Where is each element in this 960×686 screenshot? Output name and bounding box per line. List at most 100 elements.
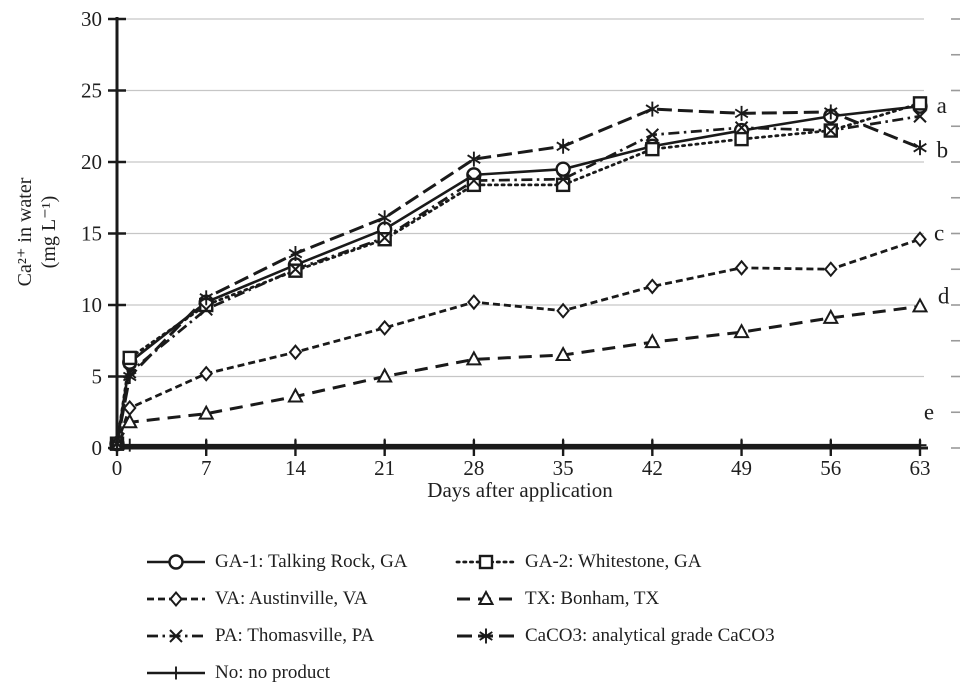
- legend-column-1: GA-1: Talking Rock, GA VA: Austinville, V…: [145, 543, 408, 686]
- marker-asterisk-caco3: [734, 105, 749, 121]
- marker-plus-no-legend: [169, 666, 183, 679]
- y-axis-title-line1: Ca²⁺ in water: [14, 177, 36, 287]
- marker-plus-no: [378, 438, 392, 452]
- marker-triangle-tx: [287, 387, 304, 403]
- series-line-ga1: [115, 104, 921, 444]
- x-tick-label-0: 0: [112, 456, 123, 480]
- marker-circle-ga1-legend: [168, 553, 184, 570]
- x-axis-title: Days after application: [427, 478, 613, 502]
- marker-plus-no: [123, 438, 137, 452]
- marker-plus-no: [288, 438, 302, 452]
- legend-item-tx: TX: Bonham, TX: [455, 580, 775, 617]
- marker-asterisk-caco3: [288, 246, 303, 262]
- marker-asterisk-caco3: [556, 138, 570, 154]
- marker-triangle-tx: [911, 297, 929, 313]
- legend-item-va: VA: Austinville, VA: [145, 580, 408, 617]
- marker-asterisk-caco3: [377, 210, 392, 226]
- marker-triangle-tx: [733, 323, 750, 339]
- marker-triangle-tx: [822, 308, 839, 324]
- marker-square-ga2: [466, 177, 482, 193]
- x-tick-label-35: 35: [553, 456, 574, 480]
- annotation-letter-a: a: [937, 93, 947, 118]
- marker-plus-no: [110, 438, 124, 452]
- legend-sample-va: [147, 590, 205, 607]
- x-tick-label-28: 28: [463, 456, 484, 480]
- annotation-letter-e: e: [924, 399, 934, 424]
- marker-x-pa-legend: [169, 628, 183, 643]
- legend-sample-ga2: [455, 554, 517, 569]
- marker-triangle-tx: [554, 345, 572, 362]
- series-line-va: [115, 237, 921, 445]
- marker-square-ga2-legend: [478, 554, 494, 569]
- legend-item-pa: PA: Thomasville, PA: [145, 617, 408, 654]
- legend-label-va: VA: Austinville, VA: [215, 587, 368, 609]
- marker-square-ga2: [912, 96, 928, 111]
- x-tick-label-14: 14: [285, 456, 307, 480]
- y-tick-label-30: 30: [81, 7, 102, 31]
- marker-asterisk-caco3: [122, 369, 137, 384]
- marker-plus-no: [467, 438, 481, 452]
- marker-diamond-va: [734, 259, 749, 276]
- x-tick-label-7: 7: [201, 456, 212, 480]
- marker-asterisk-caco3: [823, 104, 838, 120]
- marker-asterisk-caco3: [913, 140, 927, 156]
- y-tick-label-15: 15: [81, 222, 102, 246]
- y-tick-label-5: 5: [92, 365, 103, 389]
- legend-label-ga2: GA-2: Whitestone, GA: [525, 550, 702, 572]
- marker-square-ga2: [555, 177, 571, 193]
- annotation-letter-b: b: [937, 138, 949, 163]
- legend-sample-pa: [147, 628, 205, 643]
- y-tick-label-0: 0: [92, 436, 103, 460]
- legend-label-pa: PA: Thomasville, PA: [215, 624, 375, 646]
- marker-diamond-va: [288, 344, 303, 361]
- marker-x-pa: [734, 120, 749, 135]
- marker-square-ga2: [288, 263, 303, 278]
- legend-item-caco3: CaCO3: analytical grade CaCO3: [455, 617, 775, 654]
- marker-diamond-va: [377, 319, 392, 336]
- series-line-tx: [115, 304, 921, 445]
- x-tick-label-49: 49: [731, 456, 752, 480]
- legend-sample-ga1: [147, 553, 205, 570]
- y-tick-label-10: 10: [81, 293, 102, 317]
- marker-diamond-va: [645, 278, 660, 295]
- legend-sample-tx: [457, 589, 515, 605]
- marker-triangle-tx: [644, 333, 661, 349]
- marker-diamond-va: [199, 365, 214, 382]
- marker-plus-no: [556, 438, 570, 452]
- chart-canvas: 0 5 10 15 20 25 30 0 7 14 21 28 35 42 49 56 63 ab c d e: [81, 7, 960, 480]
- marker-triangle-tx-legend: [477, 589, 495, 605]
- marker-diamond-va: [823, 261, 838, 278]
- marker-plus-no: [913, 438, 927, 452]
- y-axis-title: Ca²⁺ in water (mg L⁻¹): [13, 122, 63, 342]
- marker-triangle-tx: [121, 413, 138, 429]
- marker-square-ga2: [645, 141, 660, 157]
- marker-asterisk-caco3-legend: [479, 628, 493, 643]
- marker-x-pa: [645, 128, 660, 142]
- marker-asterisk-caco3: [199, 290, 214, 306]
- x-tick-label-63: 63: [910, 456, 931, 480]
- marker-x-pa: [288, 262, 303, 276]
- marker-x-pa: [824, 123, 838, 138]
- marker-asterisk-caco3: [467, 151, 481, 167]
- legend-item-ga1: GA-1: Talking Rock, GA: [145, 543, 408, 580]
- annotation-letter-c: c: [934, 221, 944, 246]
- marker-diamond-va: [913, 231, 927, 248]
- y-tick-label-20: 20: [81, 150, 102, 174]
- marker-square-ga2: [734, 131, 749, 147]
- marker-plus-no: [824, 438, 838, 452]
- marker-x-pa: [377, 231, 392, 245]
- x-tick-label-21: 21: [374, 456, 395, 480]
- marker-plus-no: [735, 438, 749, 452]
- marker-diamond-va: [122, 399, 137, 417]
- marker-diamond-va: [556, 302, 570, 319]
- marker-triangle-tx: [376, 367, 393, 383]
- legend-sample-caco3: [457, 628, 515, 643]
- legend-item-ga2: GA-2: Whitestone, GA: [455, 543, 775, 580]
- y-axis-title-line2: (mg L⁻¹): [38, 195, 60, 269]
- annotation-letter-d: d: [938, 283, 950, 308]
- marker-plus-no: [199, 438, 213, 452]
- legend-label-ga1: GA-1: Talking Rock, GA: [215, 550, 408, 572]
- marker-asterisk-caco3: [645, 101, 660, 117]
- legend-label-no: No: no product: [215, 661, 331, 683]
